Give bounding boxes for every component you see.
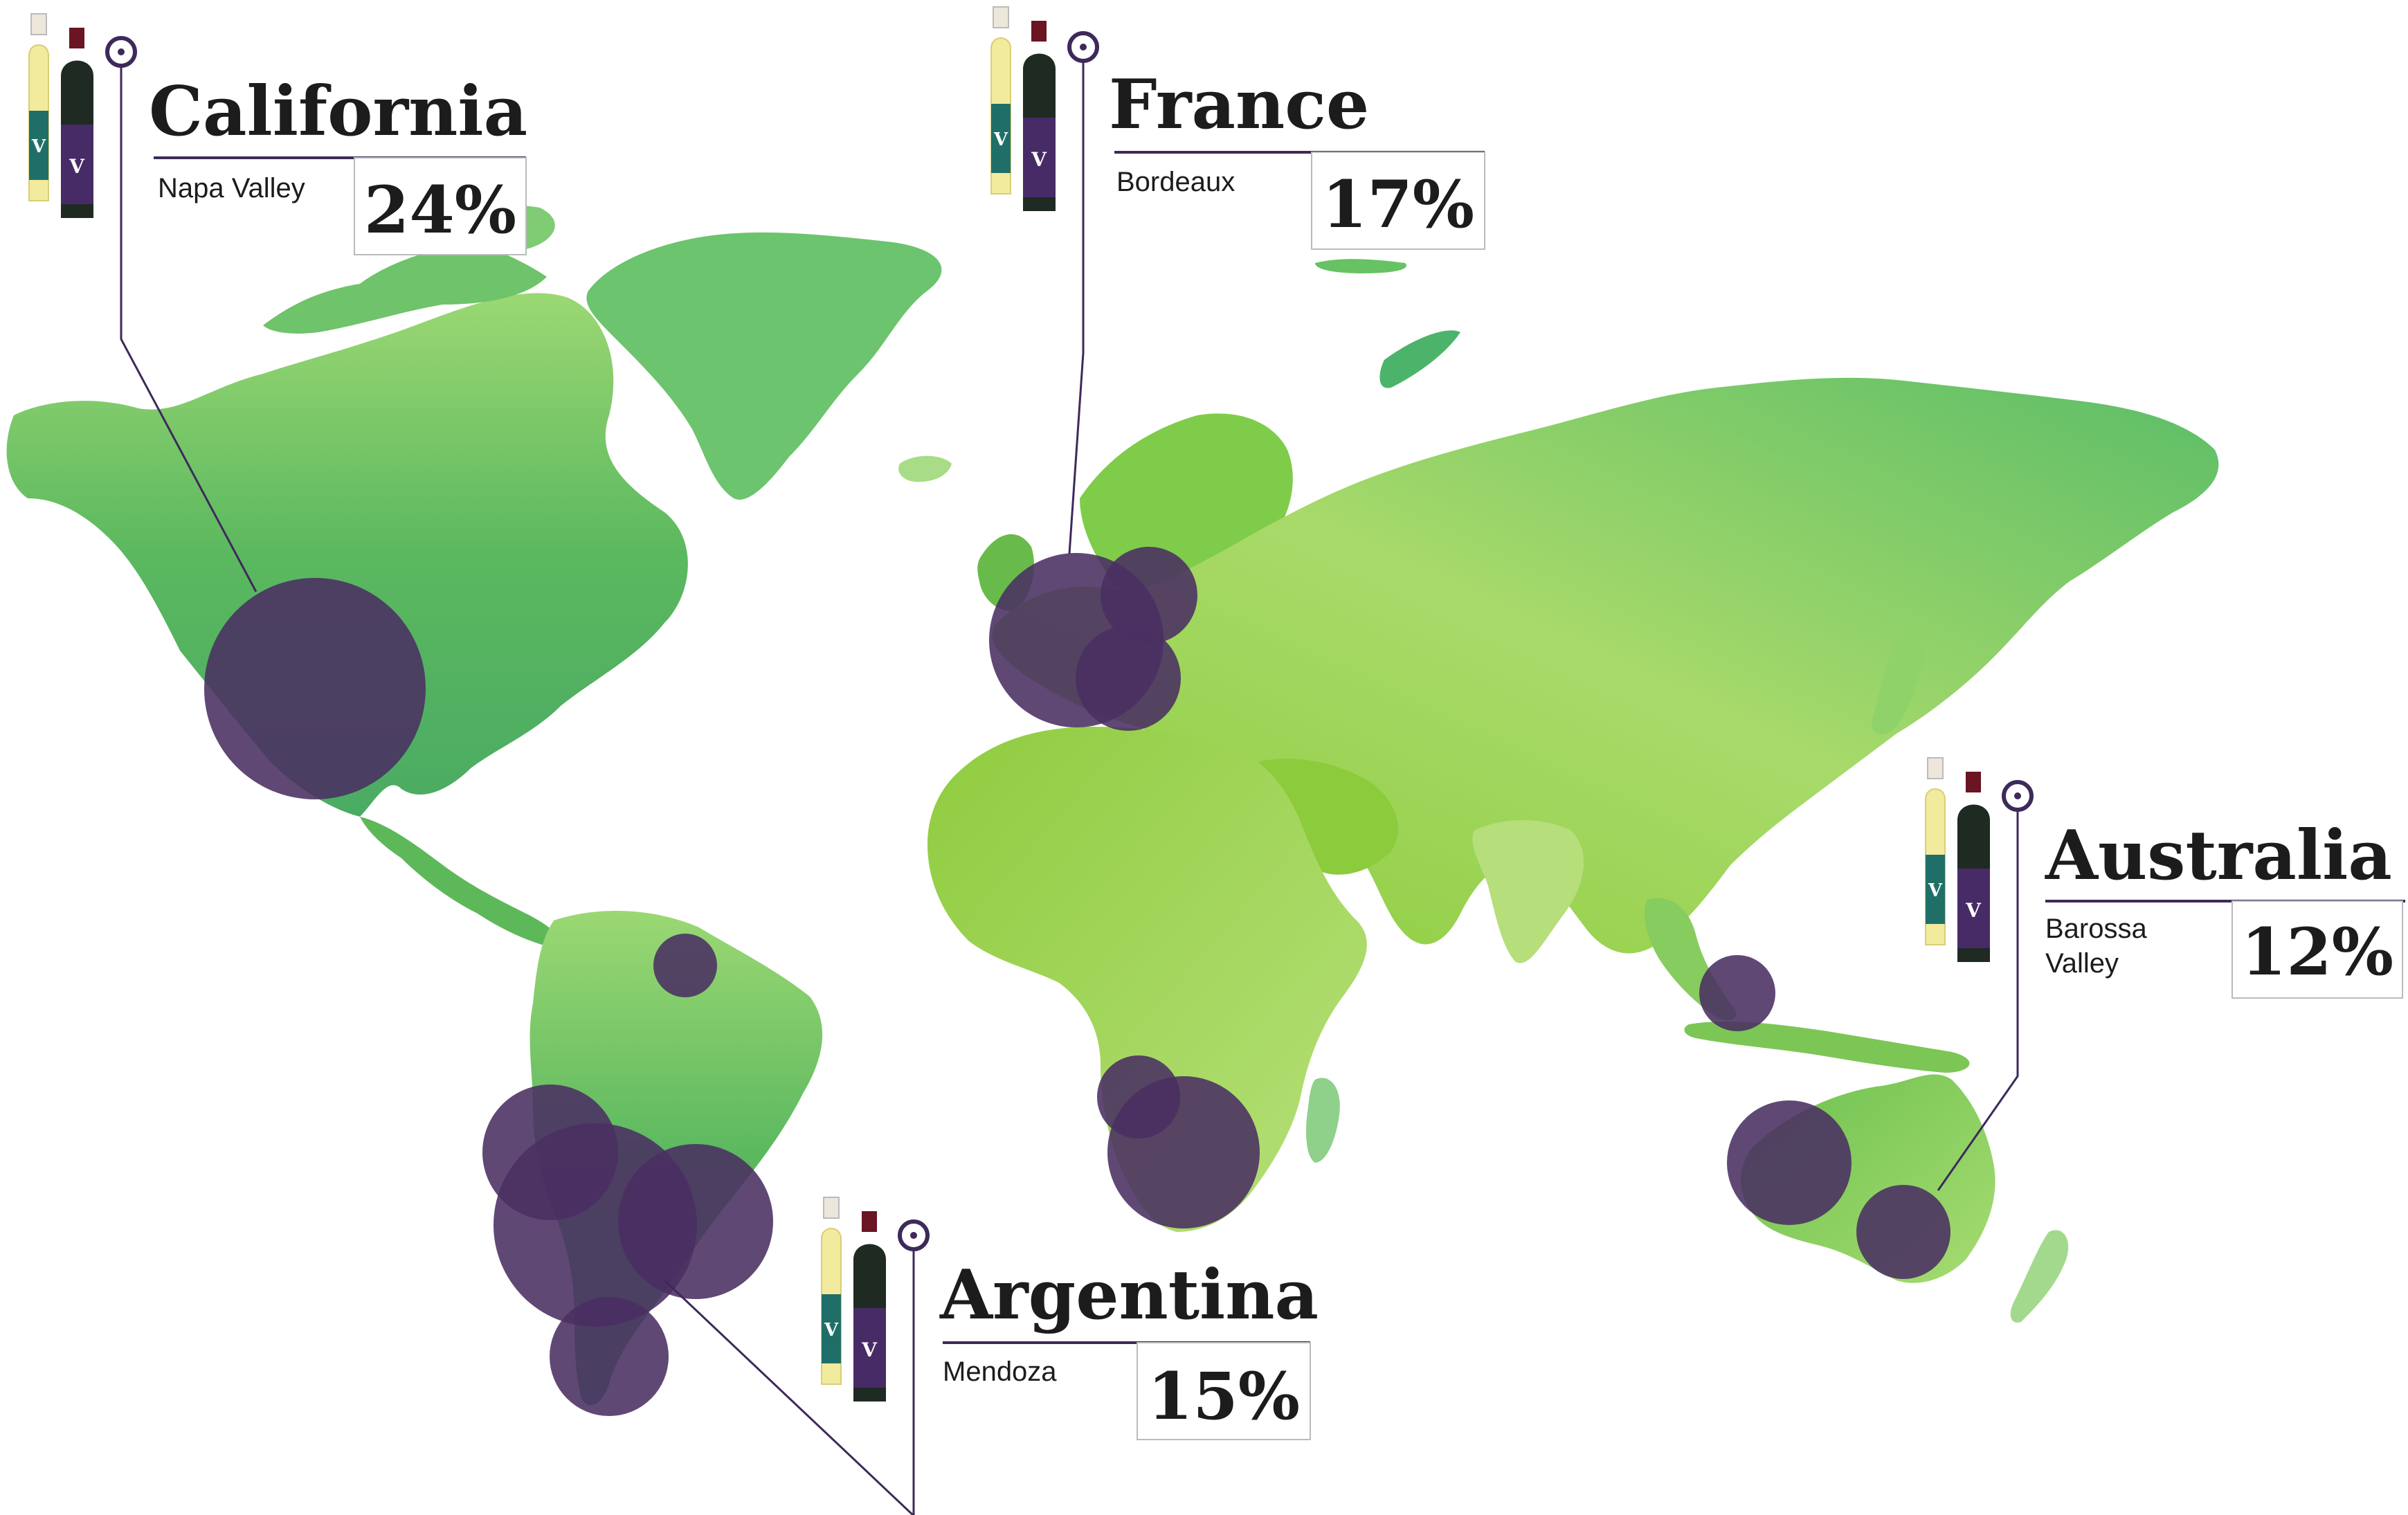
wine-bottles-icon: V V <box>28 13 93 218</box>
region-subtitle-california: Napa Valley <box>158 173 305 203</box>
pins <box>105 31 2034 1251</box>
callout-france: France Bordeaux 17% <box>1109 65 1485 250</box>
svg-text:V: V <box>993 129 1008 150</box>
region-subtitle-argentina: Mendoza <box>943 1357 1057 1387</box>
land-arctic-islands <box>263 242 547 334</box>
bubble-venezuela[interactable] <box>653 934 717 997</box>
land-madagascar <box>1306 1078 1340 1163</box>
land-central-america <box>360 817 559 948</box>
bubble-south-africa[interactable] <box>1107 1076 1260 1228</box>
region-percent-argentina: 15% <box>1148 1359 1300 1435</box>
land-north-america <box>6 293 688 817</box>
region-subtitle-australia-2: Valley <box>2045 948 2119 979</box>
pin-marker-icon[interactable] <box>2002 780 2034 812</box>
svg-text:V: V <box>824 1320 839 1341</box>
leader-california <box>120 55 257 592</box>
bubbles <box>204 547 1950 1416</box>
region-subtitle-australia-1: Barossa <box>2045 914 2147 944</box>
callout-argentina: Argentina Mendoza 15% <box>939 1255 1319 1440</box>
bubble-germany[interactable] <box>1101 547 1197 644</box>
pin-marker-icon[interactable] <box>898 1219 930 1251</box>
land-japan <box>1872 629 1924 734</box>
wine-bottles-icon: V V <box>1925 757 1990 962</box>
leader-france <box>1068 52 1085 554</box>
region-percent-australia: 12% <box>2241 914 2393 990</box>
land-india <box>1472 820 1584 963</box>
bottle-icons: V V V V V V <box>28 6 1990 1401</box>
bubble-south-australia[interactable] <box>1856 1185 1950 1279</box>
land-iceland <box>898 455 952 482</box>
callout-california: California Napa Valley 24% <box>149 72 527 255</box>
land-indonesia <box>1684 1021 1970 1073</box>
region-title-france: France <box>1109 65 1369 145</box>
land-africa <box>927 727 1367 1232</box>
bubble-california[interactable] <box>204 578 426 799</box>
region-percent-california: 24% <box>364 172 516 248</box>
percent-box <box>1311 152 1485 250</box>
region-percent-france: 17% <box>1322 167 1474 243</box>
bubble-indonesia[interactable] <box>1699 955 1775 1031</box>
region-subtitle-france: Bordeaux <box>1116 167 1235 197</box>
pin-marker-icon[interactable] <box>1067 31 1099 63</box>
leader-australia <box>1937 796 2019 1191</box>
region-title-argentina: Argentina <box>939 1255 1319 1335</box>
svg-text:V: V <box>1965 899 1982 922</box>
percent-box <box>1137 1342 1311 1440</box>
svg-text:V: V <box>31 136 46 157</box>
svg-text:V: V <box>1928 880 1943 901</box>
bubble-patagonia[interactable] <box>550 1297 669 1416</box>
svg-text:V: V <box>69 155 85 178</box>
land-arabia <box>1257 759 1398 875</box>
land-greenland <box>586 232 942 500</box>
leader-argentina <box>663 1239 915 1515</box>
wine-bottles-icon: V V <box>990 6 1056 211</box>
bubble-italy[interactable] <box>1076 626 1181 731</box>
land-svalbard <box>1315 259 1406 273</box>
svg-text:V: V <box>861 1339 878 1361</box>
region-title-california: California <box>149 72 527 152</box>
pin-marker-icon[interactable] <box>105 36 137 68</box>
bubble-uruguay[interactable] <box>618 1144 773 1299</box>
wine-bottles-icon: V V <box>821 1197 886 1401</box>
percent-box <box>354 157 527 255</box>
leader-lines <box>120 52 2019 1515</box>
region-title-australia: Australia <box>2045 816 2392 896</box>
percent-box <box>2232 900 2403 999</box>
callout-australia: Australia Barossa Valley 12% <box>2045 816 2405 999</box>
land-novaya-zemlya <box>1379 330 1460 388</box>
bubble-western-australia[interactable] <box>1727 1100 1852 1225</box>
svg-text:V: V <box>1031 148 1047 171</box>
land-new-zealand <box>2010 1230 2069 1323</box>
